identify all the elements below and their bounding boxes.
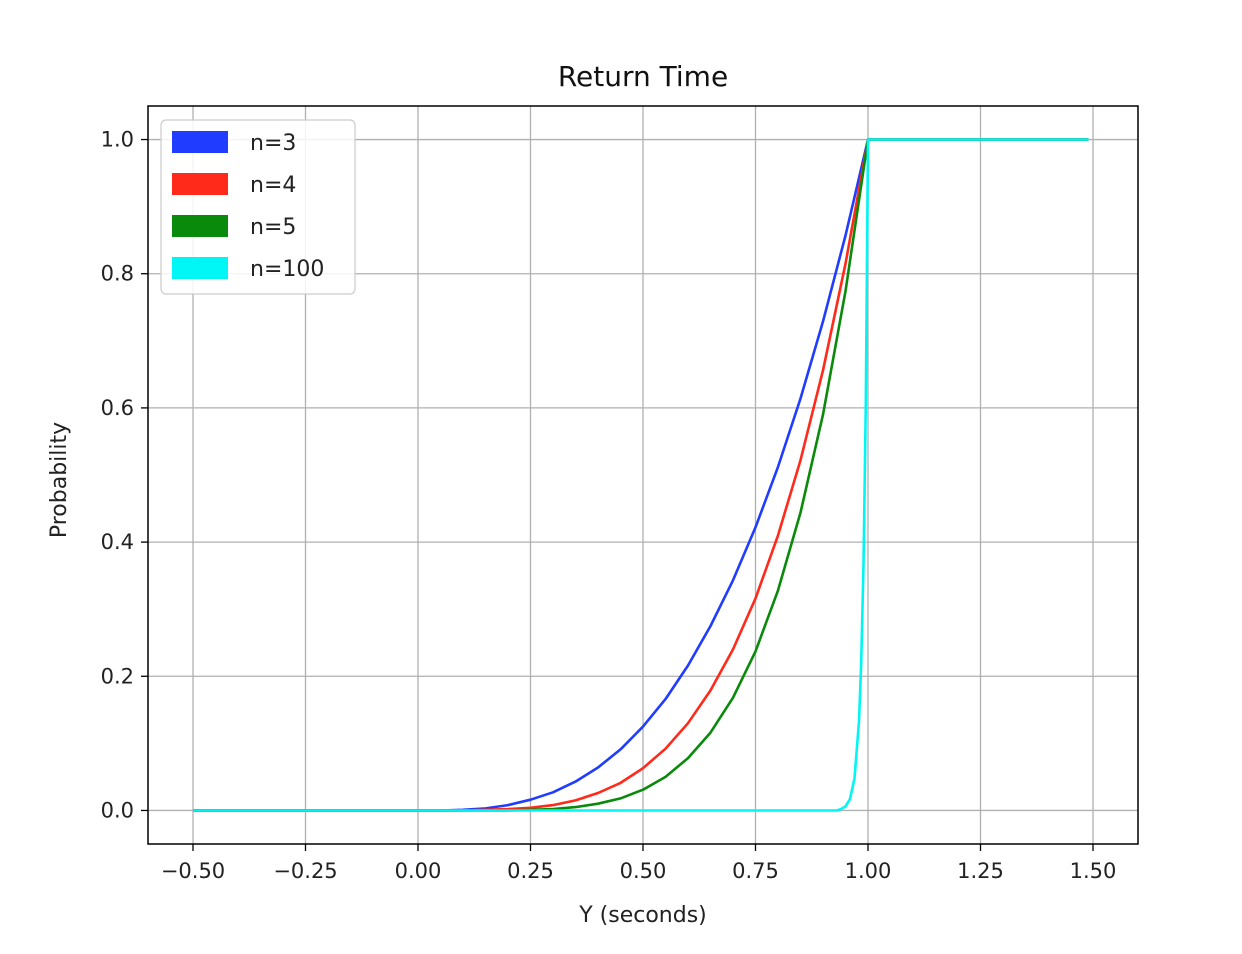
- y-tick-label: 0.6: [101, 396, 134, 420]
- x-tick-label: 0.00: [395, 859, 442, 883]
- x-tick-label: 0.75: [732, 859, 779, 883]
- y-tick-label: 0.0: [101, 798, 134, 822]
- x-axis: −0.50 −0.25 0.00 0.25 0.50 0.75 1.00 1.25 1.50: [161, 844, 1117, 883]
- y-axis-title: Probability: [47, 422, 72, 538]
- legend-swatch-n-100: [172, 257, 228, 279]
- chart-title: Return Time: [558, 60, 728, 93]
- x-tick-label: −0.25: [273, 859, 337, 883]
- y-axis: 0.0 0.2 0.4 0.6 0.8 1.0: [101, 128, 148, 822]
- x-tick-label: 0.25: [507, 859, 554, 883]
- legend-swatch-n-3: [172, 131, 228, 153]
- series-group: [193, 138, 1089, 812]
- x-axis-title: Y (seconds): [578, 903, 707, 928]
- y-tick-label: 0.4: [101, 530, 134, 554]
- x-tick-label: 1.00: [845, 859, 892, 883]
- series-line-n-100: [193, 138, 1089, 812]
- legend-swatch-n-4: [172, 173, 228, 195]
- grid: [148, 106, 1138, 844]
- x-tick-label: 0.50: [620, 859, 667, 883]
- y-tick-label: 0.8: [101, 262, 134, 286]
- legend-label-n-3: n=3: [250, 131, 296, 156]
- legend-label-n-5: n=5: [250, 215, 296, 240]
- legend-label-n-100: n=100: [250, 257, 324, 282]
- legend-box: [160, 119, 356, 295]
- x-tick-label: 1.50: [1070, 859, 1117, 883]
- y-tick-label: 1.0: [101, 128, 134, 152]
- y-tick-label: 0.2: [101, 664, 134, 688]
- legend-label-n-4: n=4: [250, 173, 296, 198]
- x-tick-label: 1.25: [957, 859, 1004, 883]
- legend: n=3 n=4 n=5 n=100: [160, 119, 356, 295]
- x-tick-label: −0.50: [161, 859, 225, 883]
- legend-swatch-n-5: [172, 215, 228, 237]
